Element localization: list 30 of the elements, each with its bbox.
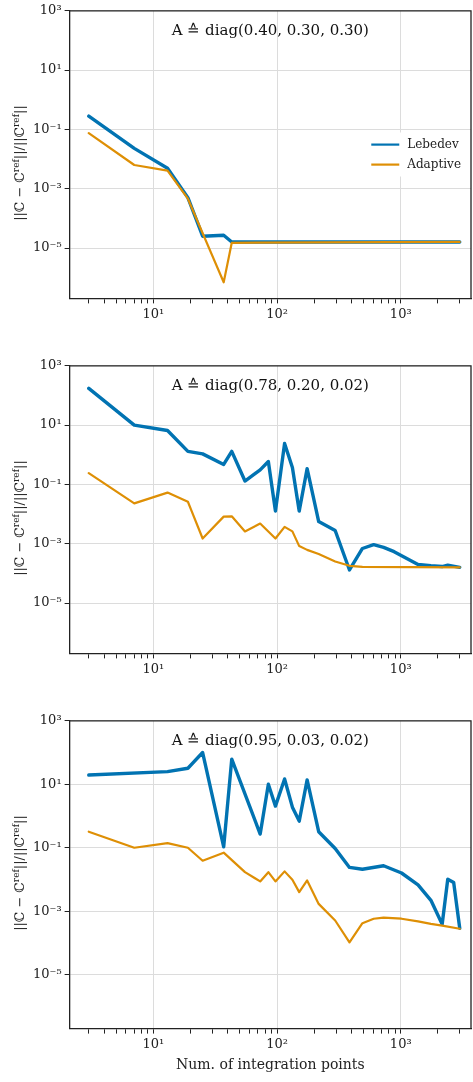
legend-label: Adaptive [406, 156, 462, 171]
y-tick-label: 10⁻⁵ [32, 239, 62, 255]
x-tick-label: 10² [266, 1035, 288, 1051]
y-tick-label: 10³ [39, 357, 62, 373]
y-tick-label: 10⁻¹ [32, 120, 62, 136]
y-tick-label: 10⁻³ [32, 535, 62, 551]
x-tick-label: 10¹ [142, 1035, 165, 1051]
y-tick-label: 10⁻³ [32, 902, 62, 918]
y-tick-label: 10¹ [39, 61, 62, 77]
x-tick-label: 10³ [389, 660, 412, 676]
y-tick-label: 10⁻³ [32, 180, 62, 196]
x-tick-label: 10³ [389, 1035, 412, 1051]
x-tick-label: 10³ [389, 305, 412, 321]
y-tick-label: 10⁻⁵ [32, 966, 62, 982]
x-tick-label: 10² [266, 305, 288, 321]
x-axis-title: Num. of integration points [176, 1056, 365, 1073]
x-tick-label: 10² [266, 660, 288, 676]
y-tick-label: 10⁻¹ [32, 839, 62, 855]
legend-label: Lebedev [407, 136, 459, 151]
y-tick-label: 10³ [39, 712, 62, 728]
text: A ≙ diag(0.78, 0.20, 0.02) [170, 375, 369, 394]
text: A ≙ diag(0.95, 0.03, 0.02) [170, 730, 369, 749]
x-tick-label: 10¹ [142, 305, 165, 321]
y-tick-label: 10³ [39, 2, 62, 18]
y-tick-label: 10⁻⁵ [32, 594, 62, 610]
x-tick-label: 10¹ [142, 660, 165, 676]
y-tick-label: 10¹ [39, 775, 62, 791]
text: A ≙ diag(0.40, 0.30, 0.30) [170, 20, 369, 39]
y-tick-label: 10¹ [39, 416, 62, 432]
y-tick-label: 10⁻¹ [32, 475, 62, 491]
